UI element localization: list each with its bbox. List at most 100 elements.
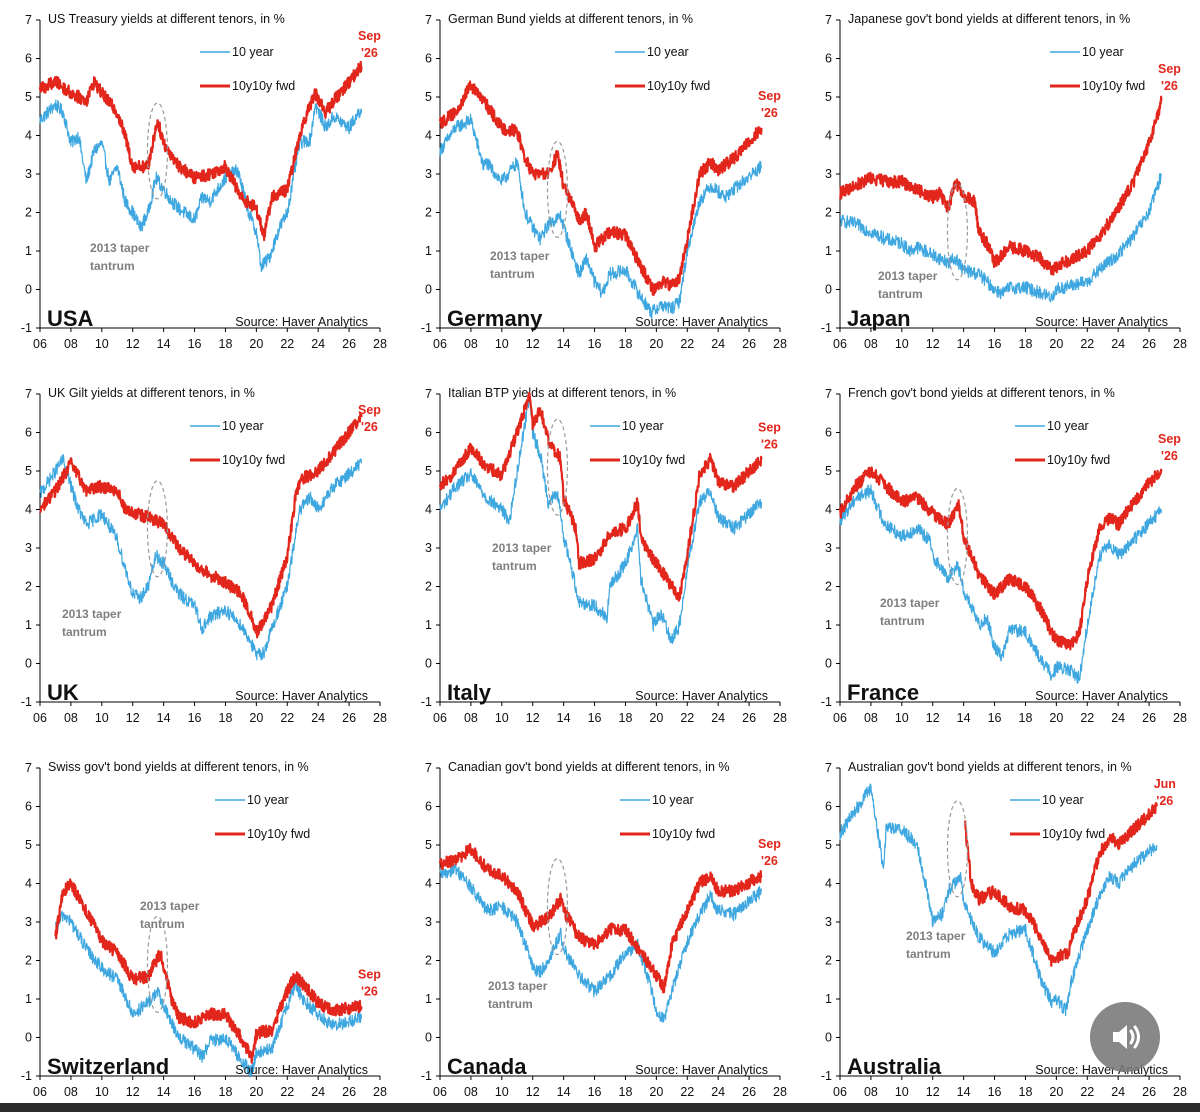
x-tick-label: 20 xyxy=(649,711,663,725)
y-tick-label: 6 xyxy=(825,426,832,440)
x-tick-label: 26 xyxy=(342,337,356,351)
x-tick-label: 06 xyxy=(833,711,847,725)
x-tick-label: 14 xyxy=(957,1085,971,1099)
series-line-10-year xyxy=(39,99,363,273)
series-line-10y10y-fwd xyxy=(39,411,363,639)
x-tick-label: 16 xyxy=(188,1085,202,1099)
legend-label: 10y10y fwd xyxy=(1042,827,1105,841)
y-tick-label: 5 xyxy=(825,90,832,104)
chart-panel-italy: -1 0 1 2 3 4 5 6 7 06 08 10 12 14 16 18 20 22 24 26 28 Italia… xyxy=(400,374,800,746)
x-tick-label: 12 xyxy=(926,711,940,725)
series-line-10y10y-fwd xyxy=(964,802,1158,967)
x-tick-label: 14 xyxy=(157,711,171,725)
x-tick-label: 08 xyxy=(464,337,478,351)
legend-label: 10 year xyxy=(652,793,694,807)
y-tick-label: 4 xyxy=(425,129,432,143)
annotation-label: 2013 taper xyxy=(878,269,938,283)
y-tick-label: 4 xyxy=(825,129,832,143)
y-tick-label: 2 xyxy=(425,954,432,968)
x-tick-label: 22 xyxy=(1080,711,1094,725)
legend-label: 10y10y fwd xyxy=(1082,79,1145,93)
y-tick-label: 4 xyxy=(425,877,432,891)
y-tick-label: 2 xyxy=(25,580,32,594)
x-tick-label: 14 xyxy=(157,1085,171,1099)
y-tick-label: 0 xyxy=(425,657,432,671)
end-date-label-year: '26 xyxy=(361,420,378,434)
y-tick-label: 0 xyxy=(825,283,832,297)
source-label: Source: Haver Analytics xyxy=(235,1063,368,1077)
annotation-label: 2013 taper xyxy=(90,241,150,255)
taper-tantrum-ellipse xyxy=(946,183,969,281)
annotation-label-line2: tantrum xyxy=(878,287,923,301)
y-tick-label: 4 xyxy=(825,503,832,517)
y-tick-label: 6 xyxy=(25,52,32,66)
x-tick-label: 12 xyxy=(526,711,540,725)
x-tick-label: 28 xyxy=(773,711,787,725)
x-tick-label: 08 xyxy=(464,1085,478,1099)
source-label: Source: Haver Analytics xyxy=(235,315,368,329)
y-tick-label: -1 xyxy=(821,321,832,335)
x-tick-label: 24 xyxy=(711,1085,725,1099)
annotation-label-line2: tantrum xyxy=(488,997,533,1011)
chart-panel-switzerland: -1 0 1 2 3 4 5 6 7 06 08 10 12 14 16 18 20 22 24 26 28 Swiss … xyxy=(0,748,400,1120)
x-tick-label: 14 xyxy=(557,711,571,725)
audio-button[interactable] xyxy=(1090,1002,1160,1072)
x-tick-label: 06 xyxy=(433,711,447,725)
x-tick-label: 14 xyxy=(157,337,171,351)
x-tick-label: 12 xyxy=(926,1085,940,1099)
y-tick-label: 0 xyxy=(25,283,32,297)
series-line-10-year xyxy=(439,862,763,1023)
country-label: USA xyxy=(47,306,94,331)
x-tick-label: 26 xyxy=(1142,337,1156,351)
x-tick-label: 26 xyxy=(742,711,756,725)
x-tick-label: 06 xyxy=(833,1085,847,1099)
x-tick-label: 06 xyxy=(433,1085,447,1099)
x-tick-label: 06 xyxy=(33,1085,47,1099)
y-tick-label: 5 xyxy=(825,464,832,478)
x-tick-label: 18 xyxy=(619,1085,633,1099)
annotation-label: 2013 taper xyxy=(906,929,966,943)
x-tick-label: 22 xyxy=(680,1085,694,1099)
x-tick-label: 28 xyxy=(1173,1085,1187,1099)
source-label: Source: Haver Analytics xyxy=(635,315,768,329)
y-tick-label: 3 xyxy=(825,167,832,181)
legend-label: 10 year xyxy=(622,419,664,433)
y-tick-label: 1 xyxy=(425,992,432,1006)
y-tick-label: -1 xyxy=(821,1069,832,1083)
x-tick-label: 18 xyxy=(219,711,233,725)
y-tick-label: 6 xyxy=(25,800,32,814)
country-label: Switzerland xyxy=(47,1054,169,1079)
y-tick-label: 3 xyxy=(25,167,32,181)
end-date-label: Sep xyxy=(358,403,381,417)
y-tick-label: 1 xyxy=(25,244,32,258)
x-tick-label: 14 xyxy=(557,337,571,351)
x-tick-label: 20 xyxy=(1049,1085,1063,1099)
x-tick-label: 26 xyxy=(1142,711,1156,725)
annotation-label-line2: tantrum xyxy=(906,947,951,961)
y-tick-label: 7 xyxy=(825,761,832,775)
x-tick-label: 20 xyxy=(649,1085,663,1099)
x-tick-label: 20 xyxy=(1049,337,1063,351)
x-tick-label: 12 xyxy=(926,337,940,351)
x-tick-label: 10 xyxy=(95,711,109,725)
series-line-10-year xyxy=(439,394,763,645)
end-date-label-year: '26 xyxy=(1161,79,1178,93)
end-date-label: Sep xyxy=(758,89,781,103)
chart-title: Japanese gov't bond yields at different … xyxy=(848,12,1130,26)
x-tick-label: 20 xyxy=(249,337,263,351)
y-tick-label: -1 xyxy=(421,1069,432,1083)
y-tick-label: 6 xyxy=(825,800,832,814)
y-tick-label: 4 xyxy=(25,129,32,143)
end-date-label: Jun xyxy=(1154,777,1176,791)
y-tick-label: 3 xyxy=(425,915,432,929)
y-tick-label: 5 xyxy=(25,90,32,104)
x-tick-label: 20 xyxy=(249,711,263,725)
annotation-label: 2013 taper xyxy=(140,899,200,913)
y-tick-label: 4 xyxy=(425,503,432,517)
source-label: Source: Haver Analytics xyxy=(1035,1063,1168,1077)
